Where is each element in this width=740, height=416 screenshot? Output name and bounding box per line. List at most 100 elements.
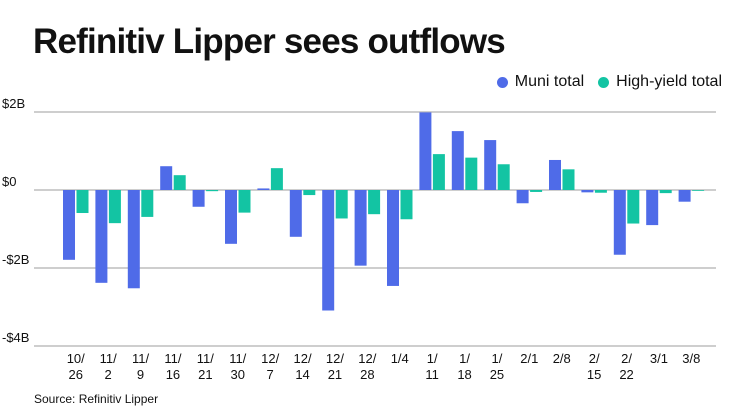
bar-muni-total [613, 190, 626, 255]
x-tick-label-line: 12/ [294, 351, 312, 366]
bar-muni-total [646, 190, 659, 226]
bars [63, 112, 705, 311]
x-tick-label-line: 11/ [229, 351, 246, 366]
x-tick-label-line: 1/ [427, 351, 438, 366]
y-tick-label: $2B [2, 96, 25, 111]
bar-high-yield-total [368, 190, 381, 215]
x-tick-label-line: 14 [295, 367, 309, 382]
x-tick-label: 12/7 [261, 351, 279, 382]
bar-muni-total [549, 159, 561, 190]
x-tick-label: 1/11 [425, 351, 439, 382]
x-tick-label-line: 2/8 [553, 351, 571, 366]
bar-muni-total [192, 190, 205, 207]
bar-high-yield-total [141, 190, 154, 217]
x-tick-label: 3/8 [682, 351, 700, 366]
x-tick-label-line: 15 [587, 367, 601, 382]
x-tick-label: 12/21 [326, 351, 344, 382]
x-tick-label: 1/18 [457, 351, 471, 382]
x-tick-label-line: 12/ [358, 351, 376, 366]
legend-item-muni: Muni total [496, 73, 585, 91]
x-tick-label-line: 22 [619, 367, 633, 382]
bar-high-yield-total [465, 157, 478, 190]
x-tick-label-line: 30 [231, 367, 245, 382]
bar-muni-total [387, 190, 399, 286]
bar-muni-total [484, 140, 497, 190]
y-tick-label: $0 [2, 174, 16, 189]
x-tick-label: 12/14 [294, 351, 312, 382]
x-tick-label: 10/26 [67, 351, 85, 382]
bar-high-yield-total [270, 168, 283, 190]
x-tick-label-line: 3/1 [650, 351, 668, 366]
x-tick-label: 11/16 [164, 351, 181, 382]
x-tick-label-line: 1/ [459, 351, 470, 366]
bar-high-yield-total [76, 190, 89, 214]
bar-high-yield-total [335, 190, 348, 219]
bar-high-yield-total [303, 190, 316, 196]
bar-high-yield-total [108, 190, 121, 224]
x-tick-label-line: 11/ [197, 351, 214, 366]
source-note: Source: Refinitiv Lipper [34, 392, 159, 406]
legend-item-high-yield: High-yield total [598, 73, 722, 91]
bar-high-yield-total [692, 190, 705, 191]
bar-high-yield-total [497, 164, 510, 190]
bar-high-yield-total [530, 190, 543, 192]
x-tick-label: 2/15 [587, 351, 601, 382]
bar-muni-total [289, 190, 302, 237]
x-tick-label-line: 2/ [621, 351, 632, 366]
x-tick-label: 2/22 [619, 351, 633, 382]
x-tick-label-line: 10/ [67, 351, 85, 366]
bar-high-yield-total [238, 190, 251, 213]
x-tick-label: 2/8 [553, 351, 571, 366]
x-tick-label: 11/2 [100, 351, 117, 382]
bar-muni-total [225, 190, 237, 244]
x-tick-label: 11/9 [132, 351, 149, 382]
bar-muni-total [516, 190, 529, 204]
y-axis-labels: $2B $0 -$2B -$4B [2, 96, 29, 345]
x-tick-label-line: 11/ [100, 351, 117, 366]
bar-muni-total [160, 166, 173, 190]
bar-muni-total [678, 190, 691, 202]
x-tick-label-line: 1/4 [391, 351, 409, 366]
bar-high-yield-total [432, 154, 445, 190]
x-tick-label-line: 2/1 [520, 351, 538, 366]
x-tick-label-line: 12/ [326, 351, 344, 366]
legend-swatch-muni [496, 76, 508, 88]
x-tick-label-line: 16 [166, 367, 180, 382]
x-tick-label-line: 3/8 [682, 351, 700, 366]
x-tick-label-line: 11/ [132, 351, 149, 366]
legend-label-high-yield: High-yield total [616, 73, 722, 90]
x-tick-label-line: 21 [328, 367, 342, 382]
x-tick-label-line: 18 [457, 367, 471, 382]
y-tick-label: -$4B [2, 330, 29, 345]
bar-muni-total [451, 131, 464, 190]
x-tick-label-line: 28 [360, 367, 374, 382]
x-tick-label: 11/30 [229, 351, 246, 382]
legend-label-muni: Muni total [514, 73, 585, 90]
x-tick-label: 2/1 [520, 351, 538, 366]
bar-muni-total [95, 190, 108, 283]
bar-high-yield-total [173, 175, 186, 190]
bar-muni-total [257, 188, 270, 190]
x-axis-labels: 10/2611/211/911/1611/2111/3012/712/1412/… [67, 351, 701, 382]
x-tick-label-line: 7 [267, 367, 274, 382]
x-tick-label-line: 11 [425, 367, 439, 382]
bar-muni-total [354, 190, 367, 266]
x-tick-label: 1/4 [391, 351, 409, 366]
x-tick-label: 3/1 [650, 351, 668, 366]
x-tick-label-line: 1/ [492, 351, 503, 366]
bar-high-yield-total [400, 190, 413, 220]
x-tick-label-line: 11/ [164, 351, 181, 366]
x-tick-label: 11/21 [197, 351, 214, 382]
x-tick-label-line: 12/ [261, 351, 279, 366]
legend-swatch-high-yield [598, 76, 610, 88]
bar-high-yield-total [562, 169, 575, 190]
x-tick-label-line: 9 [137, 367, 144, 382]
bar-high-yield-total [627, 190, 640, 224]
x-tick-label-line: 25 [490, 367, 504, 382]
x-tick-label-line: 21 [198, 367, 212, 382]
chart-title: Refinitiv Lipper sees outflows [33, 22, 506, 61]
bar-muni-total [127, 190, 140, 289]
x-tick-label: 12/28 [358, 351, 376, 382]
x-tick-label: 1/25 [490, 351, 504, 382]
